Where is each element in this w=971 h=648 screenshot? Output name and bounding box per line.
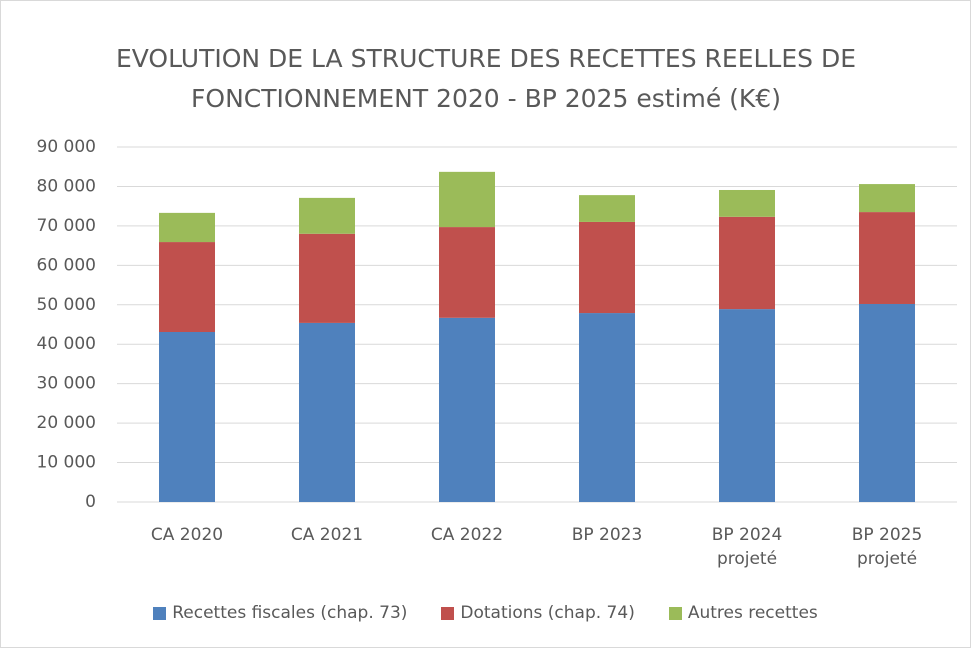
x-tick-label: CA 2021 [290, 525, 364, 545]
y-tick-label: 10 000 [37, 453, 96, 473]
legend-swatch [441, 606, 455, 620]
chart-title: EVOLUTION DE LA STRUCTURE DES RECETTES R… [115, 44, 857, 113]
y-tick-label: 0 [85, 492, 96, 512]
bar-segment [859, 212, 915, 304]
y-tick-label: 60 000 [37, 255, 96, 275]
y-tick-label: 90 000 [37, 137, 96, 157]
bar-segment [579, 313, 635, 502]
legend-swatch [668, 606, 682, 620]
x-tick-label: CA 2022 [430, 525, 504, 545]
legend-item: Autres recettes [668, 603, 818, 623]
bar-segment [159, 331, 215, 502]
bar-segment [579, 195, 635, 222]
legend-label: Dotations (chap. 74) [460, 603, 635, 623]
bar-segment [439, 317, 495, 502]
legend-item: Dotations (chap. 74) [441, 603, 635, 623]
bar-segment [859, 184, 915, 213]
y-tick-label: 20 000 [37, 413, 96, 433]
x-tick-label: BP 2024 projeté [711, 525, 783, 569]
x-tick-label: BP 2025 projeté [851, 525, 923, 569]
y-tick-label: 70 000 [37, 216, 96, 236]
x-tick-label: BP 2023 [571, 525, 643, 545]
bar-segment [439, 227, 495, 318]
legend-label: Recettes fiscales (chap. 73) [172, 603, 408, 623]
y-tick-label: 30 000 [37, 374, 96, 394]
bar-segment [299, 197, 355, 234]
legend-swatch [153, 606, 167, 620]
bar-segment [719, 309, 775, 502]
legend: Recettes fiscales (chap. 73) Dotations (c… [1, 603, 970, 623]
bar-segment [159, 212, 215, 243]
y-tick-label: 50 000 [37, 295, 96, 315]
bar-segment [719, 216, 775, 310]
legend-item: Recettes fiscales (chap. 73) [153, 603, 407, 623]
bar-segment [579, 221, 635, 314]
legend-label: Autres recettes [687, 603, 818, 623]
y-tick-label: 80 000 [37, 176, 96, 196]
bar-segment [859, 303, 915, 502]
bar-segment [719, 189, 775, 217]
x-tick-label: CA 2020 [150, 525, 224, 545]
y-tick-label: 40 000 [37, 334, 96, 354]
bar-segment [299, 322, 355, 502]
bar-segment [439, 171, 495, 228]
bar-segment [299, 233, 355, 323]
bar-segment [159, 242, 215, 332]
